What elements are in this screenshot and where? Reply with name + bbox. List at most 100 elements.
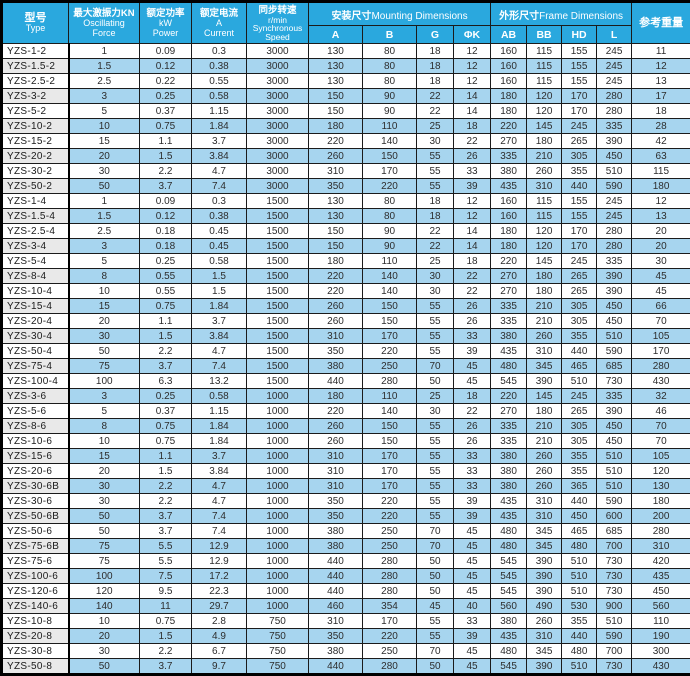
value-cell: 305	[562, 419, 597, 434]
value-cell: 335	[597, 389, 632, 404]
value-cell: 465	[562, 359, 597, 374]
value-cell: 22	[454, 134, 491, 149]
value-cell: 105	[632, 329, 690, 344]
value-cell: 260	[527, 329, 562, 344]
value-cell: 1000	[247, 419, 309, 434]
value-cell: 170	[562, 224, 597, 239]
value-cell: 30	[69, 164, 140, 179]
value-cell: 390	[527, 569, 562, 584]
value-cell: 170	[363, 449, 417, 464]
value-cell: 33	[454, 614, 491, 629]
value-cell: 390	[597, 284, 632, 299]
value-cell: 350	[309, 629, 363, 644]
value-cell: 33	[454, 329, 491, 344]
value-cell: 50	[69, 524, 140, 539]
value-cell: 355	[562, 164, 597, 179]
value-cell: 435	[491, 629, 527, 644]
value-cell: 110	[363, 389, 417, 404]
value-cell: 430	[632, 374, 690, 389]
value-cell: 265	[562, 404, 597, 419]
value-cell: 1.5	[140, 149, 192, 164]
value-cell: 110	[363, 254, 417, 269]
value-cell: 750	[247, 644, 309, 659]
value-cell: 120	[527, 239, 562, 254]
value-cell: 190	[632, 629, 690, 644]
value-cell: 160	[491, 59, 527, 74]
value-cell: 0.18	[140, 224, 192, 239]
model-cell: YZS-1-4	[2, 194, 69, 209]
value-cell: 170	[363, 329, 417, 344]
value-cell: 380	[491, 164, 527, 179]
value-cell: 250	[363, 644, 417, 659]
value-cell: 335	[597, 119, 632, 134]
value-cell: 160	[491, 44, 527, 59]
value-cell: 75	[69, 359, 140, 374]
value-cell: 0.25	[140, 89, 192, 104]
value-cell: 110	[363, 119, 417, 134]
value-cell: 30	[417, 134, 454, 149]
value-cell: 26	[454, 149, 491, 164]
value-cell: 0.38	[192, 209, 247, 224]
value-cell: 7.4	[192, 359, 247, 374]
value-cell: 380	[491, 449, 527, 464]
model-cell: YZS-100-4	[2, 374, 69, 389]
value-cell: 22	[417, 89, 454, 104]
value-cell: 280	[363, 659, 417, 675]
value-cell: 1000	[247, 554, 309, 569]
model-cell: YZS-75-4	[2, 359, 69, 374]
value-cell: 45	[454, 569, 491, 584]
value-cell: 530	[562, 599, 597, 614]
value-cell: 25	[417, 254, 454, 269]
value-cell: 18	[417, 59, 454, 74]
value-cell: 55	[417, 164, 454, 179]
value-cell: 270	[491, 284, 527, 299]
value-cell: 155	[562, 59, 597, 74]
value-cell: 250	[363, 524, 417, 539]
value-cell: 380	[309, 524, 363, 539]
value-cell: 50	[69, 179, 140, 194]
value-cell: 685	[597, 524, 632, 539]
value-cell: 120	[527, 104, 562, 119]
value-cell: 280	[363, 554, 417, 569]
value-cell: 155	[562, 194, 597, 209]
value-cell: 18	[454, 119, 491, 134]
value-cell: 160	[491, 194, 527, 209]
value-cell: 20	[632, 224, 690, 239]
value-cell: 150	[309, 239, 363, 254]
model-cell: YZS-2.5-2	[2, 74, 69, 89]
value-cell: 354	[363, 599, 417, 614]
value-cell: 220	[363, 494, 417, 509]
value-cell: 210	[527, 419, 562, 434]
value-cell: 0.18	[140, 239, 192, 254]
value-cell: 1000	[247, 569, 309, 584]
value-cell: 2.2	[140, 344, 192, 359]
value-cell: 45	[454, 539, 491, 554]
value-cell: 260	[527, 614, 562, 629]
value-cell: 450	[562, 509, 597, 524]
value-cell: 380	[491, 479, 527, 494]
value-cell: 1500	[247, 299, 309, 314]
value-cell: 1500	[247, 239, 309, 254]
model-cell: YZS-30-6	[2, 494, 69, 509]
type-en: Type	[3, 24, 68, 34]
value-cell: 7.5	[140, 569, 192, 584]
value-cell: 380	[309, 644, 363, 659]
value-cell: 200	[632, 509, 690, 524]
sub-header-hd: HD	[562, 26, 597, 44]
value-cell: 42	[632, 134, 690, 149]
value-cell: 145	[527, 389, 562, 404]
value-cell: 350	[309, 494, 363, 509]
value-cell: 510	[562, 584, 597, 599]
model-cell: YZS-10-8	[2, 614, 69, 629]
value-cell: 220	[491, 389, 527, 404]
value-cell: 0.09	[140, 44, 192, 59]
value-cell: 0.3	[192, 44, 247, 59]
